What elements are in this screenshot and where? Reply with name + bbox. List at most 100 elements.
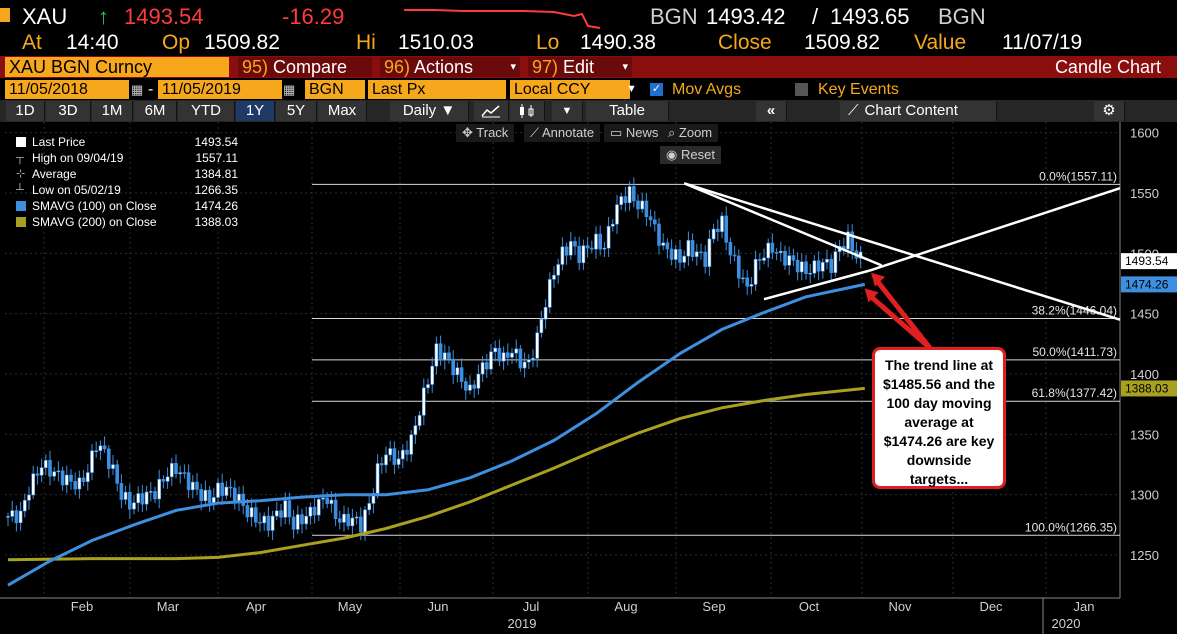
- trend-line: [683, 182, 883, 267]
- field-select[interactable]: Last Px: [368, 80, 506, 99]
- zoom-tool[interactable]: ⌕ Zoom: [662, 124, 719, 142]
- news-tool[interactable]: ▭ News: [604, 124, 665, 142]
- value-date: 11/07/19: [1002, 31, 1083, 54]
- candle-body: [300, 514, 304, 525]
- range-button-5y[interactable]: 5Y: [276, 101, 317, 121]
- candle-body: [199, 489, 203, 502]
- candle-body: [686, 240, 691, 257]
- callout-arrow: [875, 279, 932, 350]
- candle-body: [833, 251, 838, 273]
- candle-body: [86, 472, 90, 482]
- candle-body: [73, 481, 77, 490]
- candle-body: [493, 347, 498, 353]
- range-button-1y[interactable]: 1Y: [236, 101, 275, 121]
- candle-body: [333, 499, 338, 520]
- legend-value: 1557.11: [195, 151, 239, 165]
- candle-body: [442, 352, 447, 361]
- legend-swatch: ┴: [16, 184, 24, 196]
- candle-body: [573, 241, 577, 247]
- range-button-ytd[interactable]: YTD: [178, 101, 235, 121]
- candle-chart-icon[interactable]: [510, 101, 545, 121]
- candle-body: [451, 358, 456, 376]
- compare-label: Compare: [273, 57, 348, 77]
- chart-content-button[interactable]: ⟋ Chart Content: [840, 101, 997, 121]
- gear-icon[interactable]: ⚙: [1094, 101, 1125, 121]
- candle-body: [266, 515, 271, 531]
- annotate-tool[interactable]: ⟋ Annotate: [524, 124, 601, 142]
- range-button-6m[interactable]: 6M: [134, 101, 177, 121]
- candle-body: [762, 257, 766, 261]
- candle-body: [270, 515, 275, 531]
- candle-body: [174, 463, 178, 475]
- mov-avgs-checkbox[interactable]: ✓: [650, 83, 663, 96]
- compare-button[interactable]: 95) Compare: [238, 57, 372, 77]
- quote-header: XAU ↑ 1493.54 -16.29 BGN 1493.42 / 1493.…: [0, 0, 1177, 32]
- y-tick-label: 1450: [1130, 307, 1159, 322]
- candle-body: [484, 362, 489, 370]
- end-date-field[interactable]: 11/05/2019: [158, 80, 282, 99]
- candle-body: [615, 204, 619, 225]
- x-month-label: Sep: [702, 599, 725, 614]
- candle-body: [652, 219, 657, 225]
- currency-select[interactable]: Local CCY: [510, 80, 630, 99]
- candle-body: [547, 279, 552, 308]
- security-field[interactable]: XAU BGN Curncy: [5, 57, 229, 77]
- candle-body: [363, 509, 367, 533]
- table-button[interactable]: Table: [586, 101, 669, 121]
- candle-body: [514, 348, 519, 354]
- candle-body: [52, 471, 57, 477]
- candle-body: [39, 467, 44, 476]
- candle-body: [552, 274, 556, 280]
- high-label: Hi: [356, 31, 376, 54]
- candle-body: [787, 255, 792, 266]
- currency-dropdown-icon[interactable]: ▼: [626, 83, 637, 95]
- candle-body: [816, 260, 821, 272]
- candle-body: [413, 425, 418, 436]
- start-calendar-icon[interactable]: ▦: [131, 82, 144, 97]
- range-button-1m[interactable]: 1M: [92, 101, 133, 121]
- candle-body: [699, 251, 703, 254]
- key-events-checkbox[interactable]: [795, 83, 808, 96]
- edit-button[interactable]: 97) Edit ▾: [528, 57, 632, 77]
- start-date-field[interactable]: 11/05/2018: [5, 80, 129, 99]
- range-button-3d[interactable]: 3D: [46, 101, 91, 121]
- chart-content-icon: ⟋: [848, 102, 859, 119]
- range-button-1d[interactable]: 1D: [6, 101, 45, 121]
- candle-body: [497, 347, 502, 362]
- candle-body: [136, 493, 140, 504]
- candle-body: [531, 358, 535, 361]
- chart-style-dropdown-icon[interactable]: ▼: [552, 101, 583, 121]
- fib-level-label: 0.0%(1557.11): [1039, 169, 1117, 183]
- candle-body: [312, 506, 317, 516]
- candle-body: [22, 499, 27, 512]
- end-calendar-icon[interactable]: ▦: [283, 82, 296, 97]
- reset-label: Reset: [680, 147, 715, 162]
- reset-button[interactable]: ◉ Reset: [660, 146, 721, 164]
- callout-arrowhead: [864, 288, 879, 303]
- candle-body: [480, 362, 485, 375]
- zoom-icon: ⌕: [668, 125, 679, 140]
- line-chart-icon[interactable]: [474, 101, 509, 121]
- date-dash: -: [148, 81, 154, 98]
- candle-body: [409, 434, 414, 455]
- candle-body: [610, 223, 615, 227]
- period-select[interactable]: Daily ▼: [390, 101, 469, 121]
- source-field[interactable]: BGN: [305, 80, 365, 99]
- legend-swatch: [16, 137, 26, 147]
- candle-body: [804, 261, 808, 275]
- range-button-max[interactable]: Max: [318, 101, 367, 121]
- actions-button[interactable]: 96) Actions ▾: [380, 57, 520, 77]
- candle-body: [421, 387, 426, 416]
- close-value: 1509.82: [804, 31, 880, 54]
- candle-body: [249, 507, 254, 518]
- candle-body: [749, 284, 754, 287]
- candle-body: [195, 481, 199, 490]
- candle-body: [94, 450, 98, 452]
- track-tool[interactable]: ✥ Track: [456, 124, 515, 142]
- candle-body: [505, 352, 510, 358]
- candle-body: [388, 448, 393, 456]
- legend-row: ┴ Low on 05/02/19 1266.35: [16, 182, 238, 198]
- collapse-left-icon[interactable]: «: [756, 101, 787, 121]
- chart-content-label: Chart Content: [864, 102, 958, 119]
- legend-swatch: [16, 217, 26, 227]
